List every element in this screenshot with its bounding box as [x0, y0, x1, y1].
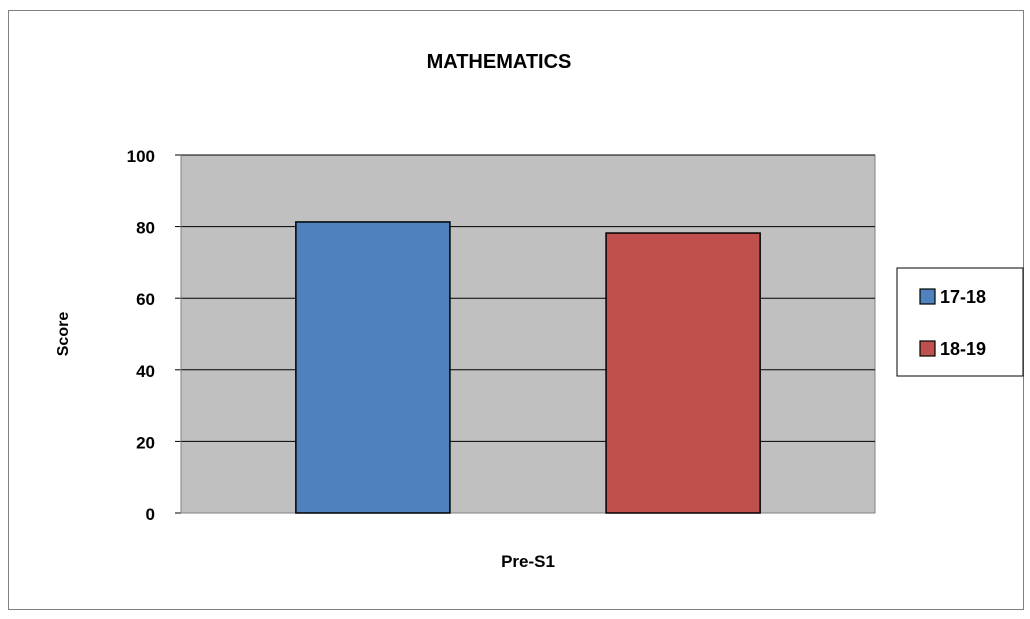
x-tick-label: Pre-S1 [501, 552, 555, 571]
y-tick-label: 60 [136, 290, 155, 309]
legend-swatch [919, 288, 936, 305]
y-tick-label: 0 [146, 505, 155, 524]
y-axis-ticks: 0 20 40 60 80 100 [127, 147, 182, 524]
legend-label: 18-19 [940, 339, 986, 359]
bars [295, 221, 761, 514]
bar-18-19-Pre-S1 [605, 232, 761, 514]
y-tick-label: 20 [136, 433, 155, 452]
y-tick-label: 40 [136, 362, 155, 381]
legend-swatch [919, 340, 936, 357]
x-axis-labels: Pre-S1 [501, 552, 555, 571]
chart-title: MATHEMATICS [427, 51, 572, 73]
legend: 17-18 18-19 [896, 267, 1024, 377]
legend-label: 17-18 [940, 287, 986, 307]
plot-area [180, 154, 876, 514]
y-tick-label: 100 [127, 147, 155, 166]
y-axis-label: Score [55, 312, 72, 357]
bar-17-18-Pre-S1 [295, 221, 451, 514]
legend-box [896, 267, 1024, 377]
y-tick-label: 80 [136, 219, 155, 238]
